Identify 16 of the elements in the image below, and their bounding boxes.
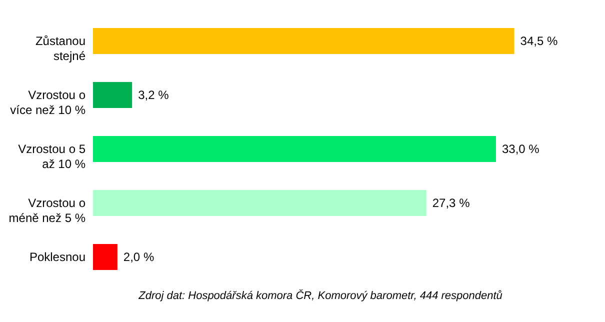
bar <box>93 190 426 216</box>
data-label: 27,3 % <box>432 196 470 210</box>
y-tick-label: Zůstanou stejné <box>35 34 86 63</box>
y-tick-label: Vzrostou o méně než 5 % <box>8 196 86 225</box>
y-tick-label: Vzrostou o 5 až 10 % <box>18 142 86 171</box>
data-label: 33,0 % <box>502 142 540 156</box>
bar <box>93 136 496 162</box>
data-label: 34,5 % <box>520 34 558 48</box>
bar <box>93 82 132 108</box>
text: Zdroj dat: Hospodářská komora ČR, Komorový barometr, 444 respondentů <box>138 289 502 302</box>
y-tick-label: Poklesnou <box>29 250 86 264</box>
data-label: 2,0 % <box>123 250 154 264</box>
y-tick-label: Vzrostou o více než 10 % <box>10 88 86 117</box>
bar <box>93 244 118 270</box>
data-label: 3,2 % <box>138 88 170 102</box>
bar <box>93 28 514 54</box>
